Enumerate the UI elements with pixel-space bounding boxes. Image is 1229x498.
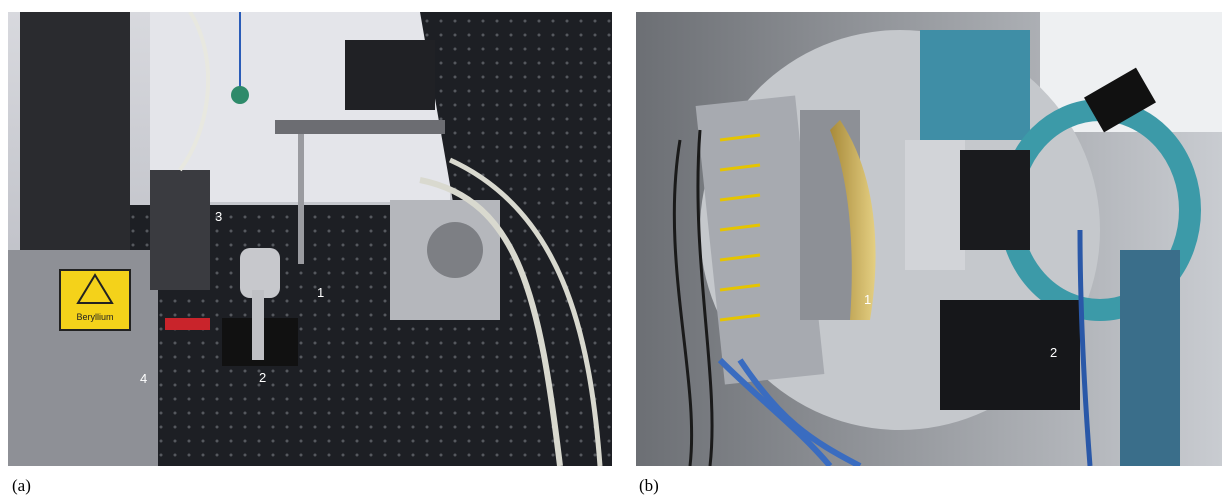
caption: (b) <box>639 476 659 495</box>
label: 4 <box>140 371 147 386</box>
figure: Beryllium 1 2 3 4 <box>0 0 1229 498</box>
label: 2 <box>259 370 266 385</box>
label: 3 <box>215 209 222 224</box>
photo-a: Beryllium 1 2 3 4 <box>8 12 612 466</box>
page: Beryllium 1 2 3 4 <box>0 0 1229 498</box>
warning-sign: Beryllium <box>76 312 113 322</box>
label: 2 <box>1050 345 1057 360</box>
label: 1 <box>864 292 871 307</box>
photo-b: 1 2 <box>636 12 1222 466</box>
label: 1 <box>317 285 324 300</box>
caption: (a) <box>12 476 31 495</box>
